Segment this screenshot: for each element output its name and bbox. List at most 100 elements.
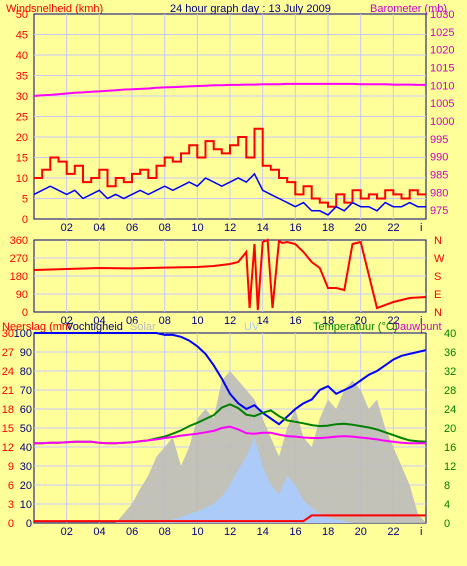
uv-label: UV <box>244 321 260 333</box>
temperature-y-tick: 36 <box>444 347 456 359</box>
humidity-line <box>34 332 427 426</box>
dewpoint-line <box>34 425 426 445</box>
direction-y-tick: 90 <box>16 289 28 301</box>
humidity-y-tick: 10 <box>20 499 32 511</box>
humidity-y-tick: 90 <box>20 347 32 359</box>
barometer-y-tick: 1030 <box>430 9 454 21</box>
x-tick-label: 02 <box>61 315 73 327</box>
direction-y-tick: 180 <box>10 271 28 283</box>
wind-y-tick: 35 <box>16 71 28 83</box>
direction-compass-label: E <box>434 289 441 301</box>
solar-area <box>34 371 426 523</box>
temperature-y-tick: 20 <box>444 423 456 435</box>
temperature-y-tick: 40 <box>444 328 456 340</box>
barometer-y-tick: 990 <box>430 152 448 164</box>
temperature-y-tick: 32 <box>444 366 456 378</box>
rain-y-tick: 30 <box>2 328 14 340</box>
barometer-y-tick: 1010 <box>430 80 454 92</box>
direction-compass-label: S <box>434 271 441 283</box>
barometer-line <box>33 82 426 97</box>
x-tick-label: i <box>420 222 422 234</box>
humidity-y-tick: 40 <box>20 442 32 454</box>
barometer-y-tick: 1025 <box>430 27 454 39</box>
x-tick-label: 08 <box>159 222 171 234</box>
barometer-y-tick: 1015 <box>430 62 454 74</box>
temperature-y-tick: 24 <box>444 404 456 416</box>
x-tick-label: 14 <box>257 526 269 538</box>
humidity-y-tick: 100 <box>14 328 32 340</box>
temperature-y-tick: 16 <box>444 442 456 454</box>
humidity-y-tick: 20 <box>20 480 32 492</box>
x-tick-label: 12 <box>224 222 236 234</box>
direction-compass-label: N <box>434 235 442 247</box>
wind-y-tick: 0 <box>22 214 28 226</box>
x-tick-label: 14 <box>257 315 269 327</box>
direction-compass-label: W <box>434 253 445 265</box>
rain-y-tick: 27 <box>2 347 14 359</box>
x-tick-label: i <box>420 315 422 327</box>
wind-y-tick: 30 <box>16 91 28 103</box>
x-tick-label: 06 <box>126 526 138 538</box>
x-tick-label: 08 <box>159 526 171 538</box>
barometer-y-tick: 980 <box>430 187 448 199</box>
x-tick-label: i <box>420 526 422 538</box>
rain-y-tick: 18 <box>2 404 14 416</box>
wind-y-tick: 10 <box>16 173 28 185</box>
humidity-y-tick: 30 <box>20 461 32 473</box>
x-tick-label: 04 <box>93 315 105 327</box>
rain-y-tick: 24 <box>2 366 14 378</box>
humidity-y-tick: 70 <box>20 385 32 397</box>
x-tick-label: 06 <box>126 315 138 327</box>
wind-axis-title: Windsnelheid (kmh) <box>6 3 103 15</box>
wind-y-tick: 5 <box>22 194 28 206</box>
x-tick-label: 04 <box>93 222 105 234</box>
x-tick-label: 08 <box>159 315 171 327</box>
x-tick-label: 04 <box>93 526 105 538</box>
barometer-y-tick: 985 <box>430 169 448 181</box>
x-tick-label: 16 <box>289 315 301 327</box>
barometer-y-tick: 1000 <box>430 116 454 128</box>
temperature-y-tick: 28 <box>444 385 456 397</box>
rain-axis-title: Neerslag (mm <box>2 321 71 333</box>
wind-y-tick: 40 <box>16 50 28 62</box>
wind-y-tick: 20 <box>16 132 28 144</box>
direction-y-tick: 0 <box>22 307 28 319</box>
direction-y-tick: 270 <box>10 253 28 265</box>
graph-title: 24 hour graph day : 13 July 2009 <box>170 3 331 15</box>
rain-line <box>34 514 426 523</box>
x-tick-label: 10 <box>191 315 203 327</box>
x-tick-label: 18 <box>322 315 334 327</box>
x-tick-label: 16 <box>289 222 301 234</box>
temperature-y-tick: 0 <box>444 518 450 530</box>
direction-y-tick: 360 <box>10 235 28 247</box>
x-tick-label: 22 <box>387 315 399 327</box>
temperature-axis-title: Temperatuur (°C) <box>313 321 397 333</box>
x-tick-label: 12 <box>224 315 236 327</box>
x-tick-label: 22 <box>387 222 399 234</box>
barometer-y-tick: 975 <box>430 205 448 217</box>
rain-y-tick: 0 <box>8 518 14 530</box>
x-tick-label: 02 <box>61 222 73 234</box>
x-tick-label: 20 <box>355 526 367 538</box>
x-tick-label: 22 <box>387 526 399 538</box>
direction-compass-label: N <box>434 307 442 319</box>
wind-direction-line <box>33 238 427 311</box>
wind-y-tick: 25 <box>16 112 28 124</box>
solar-label: Solar <box>130 321 156 333</box>
x-tick-label: 10 <box>191 526 203 538</box>
rain-y-tick: 21 <box>2 385 14 397</box>
x-tick-label: 14 <box>257 222 269 234</box>
barometer-y-tick: 1020 <box>430 45 454 57</box>
x-tick-label: 02 <box>61 526 73 538</box>
barometer-y-tick: 995 <box>430 134 448 146</box>
wind-y-tick: 15 <box>16 153 28 165</box>
x-tick-label: 18 <box>322 526 334 538</box>
wind-gust-line <box>34 127 426 208</box>
x-tick-label: 20 <box>355 222 367 234</box>
x-tick-label: 12 <box>224 526 236 538</box>
temperature-y-tick: 4 <box>444 499 450 511</box>
humidity-axis-title: Vochtigheid <box>66 321 123 333</box>
dewpoint-axis-title: Dauwpunt <box>392 321 442 333</box>
barometer-y-tick: 1005 <box>430 98 454 110</box>
